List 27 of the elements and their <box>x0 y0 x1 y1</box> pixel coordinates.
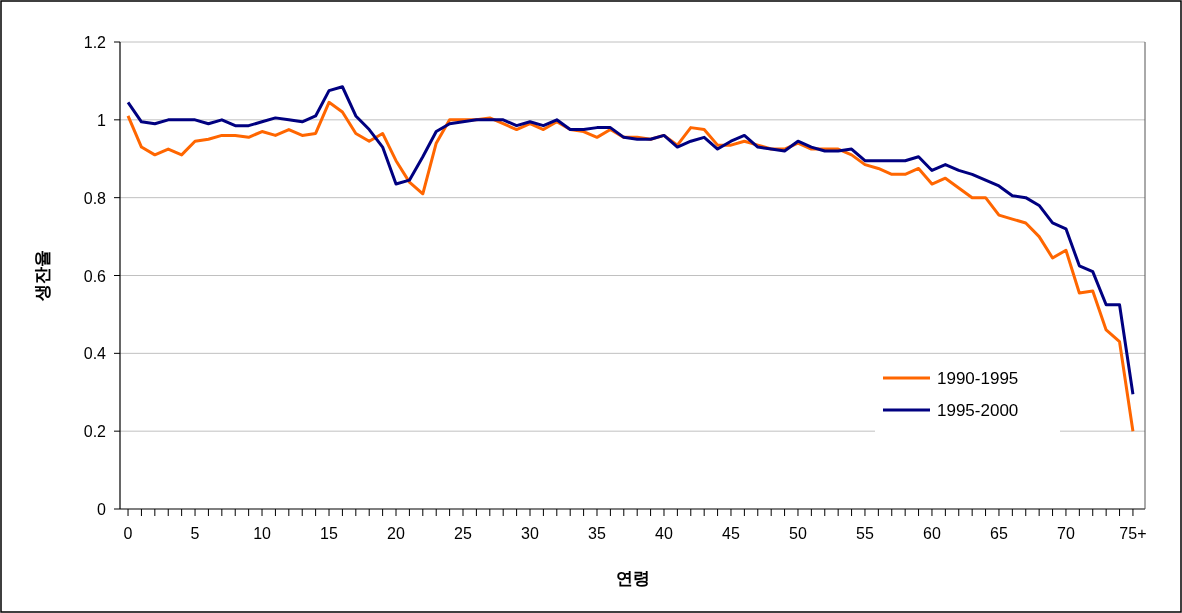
legend-label: 1995-2000 <box>937 401 1019 420</box>
x-tick-label: 40 <box>655 525 673 542</box>
x-tick-label: 75+ <box>1119 525 1147 542</box>
legend-label: 1990-1995 <box>937 369 1019 388</box>
x-tick-label: 65 <box>990 525 1008 542</box>
x-tick-label: 70 <box>1057 525 1075 542</box>
y-tick-label: 0.6 <box>83 267 107 285</box>
y-tick-label: 1 <box>97 111 107 129</box>
x-tick-label: 35 <box>588 525 606 542</box>
x-tick-label: 25 <box>454 525 473 542</box>
y-tick-label: 0.2 <box>83 423 107 441</box>
x-tick-label: 55 <box>856 525 874 542</box>
x-tick-label: 0 <box>123 525 133 542</box>
x-tick-label: 10 <box>253 525 272 542</box>
x-tick-label: 15 <box>320 525 339 542</box>
x-axis-title: 연령 <box>615 569 650 588</box>
x-tick-label: 20 <box>387 525 406 542</box>
x-tick-label: 45 <box>722 525 740 542</box>
x-tick-label: 60 <box>923 525 941 542</box>
y-tick-label: 0 <box>97 501 107 518</box>
y-axis-title: 생잔율 <box>33 250 52 302</box>
y-tick-label: 0.4 <box>83 345 107 363</box>
x-tick-label: 50 <box>789 525 807 542</box>
y-tick-label: 0.8 <box>83 189 107 207</box>
x-tick-label: 30 <box>521 525 539 542</box>
x-tick-label: 5 <box>190 525 200 542</box>
y-tick-label: 1.2 <box>83 34 107 51</box>
